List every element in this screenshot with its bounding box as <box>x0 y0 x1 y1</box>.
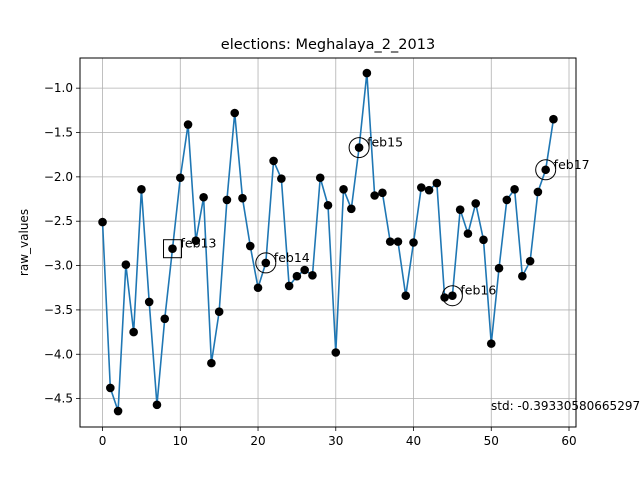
data-point <box>409 238 418 247</box>
data-point <box>191 236 201 246</box>
data-point <box>401 291 411 301</box>
axes-frame <box>79 57 577 428</box>
data-point <box>518 271 527 281</box>
data-point <box>129 327 138 337</box>
data-point <box>308 271 317 280</box>
annotation-label: feb15 <box>367 135 403 150</box>
data-point <box>362 68 372 78</box>
data-point <box>160 314 170 324</box>
y-tick-label: −4.0 <box>44 347 73 361</box>
y-axis: −4.5 −4.0 −3.5 −3.0 −2.5 −2.0 −1.5 −1.0 <box>44 81 80 406</box>
x-tick-label: 30 <box>328 434 343 448</box>
data-point <box>323 200 333 210</box>
data-point <box>222 195 232 205</box>
annotation-layer: feb13 feb14 feb15 feb16 feb17 <box>163 135 590 307</box>
data-point <box>393 237 403 246</box>
data-point <box>98 217 107 227</box>
data-point <box>207 358 216 368</box>
annotation-label: feb14 <box>274 250 310 265</box>
data-point <box>455 205 465 214</box>
y-tick-label: −4.5 <box>44 392 73 406</box>
x-tick-label: 60 <box>561 434 576 448</box>
x-tick-label: 10 <box>173 434 188 448</box>
data-point <box>113 406 123 416</box>
x-tick-label: 20 <box>250 434 265 448</box>
data-point <box>284 281 294 291</box>
data-point <box>440 293 449 302</box>
y-tick-label: −1.5 <box>44 126 73 140</box>
y-tick-label: −3.0 <box>44 259 73 273</box>
annotation-circle-marker <box>441 285 463 307</box>
data-point <box>502 195 512 205</box>
plot-area-border <box>79 57 577 428</box>
data-point <box>183 120 193 129</box>
y-tick-label: −3.5 <box>44 303 73 317</box>
y-tick-label: −2.0 <box>44 170 73 184</box>
annotation-circle-marker <box>348 137 370 159</box>
data-point <box>253 283 263 293</box>
annotation-square-marker <box>163 239 183 259</box>
data-point <box>424 185 434 195</box>
data-point <box>486 339 496 348</box>
data-point <box>463 229 473 238</box>
y-axis-label: raw_values <box>17 209 31 276</box>
x-tick-label: 40 <box>406 434 421 448</box>
data-point <box>347 204 356 214</box>
data-point <box>510 184 519 194</box>
annotation-circle-marker <box>535 159 557 181</box>
data-point <box>175 173 185 183</box>
data-point <box>214 307 224 316</box>
data-point <box>479 235 488 245</box>
data-point <box>315 173 325 183</box>
data-point <box>152 400 162 410</box>
y-tick-label: −2.5 <box>44 214 73 228</box>
data-point <box>168 244 177 254</box>
x-axis: 0 10 20 30 40 50 60 <box>99 427 577 448</box>
data-point <box>121 260 131 269</box>
data-point <box>269 156 278 166</box>
std-footnote: std: -0.39330580665297 <box>491 399 640 413</box>
data-point <box>277 174 286 183</box>
chart-title: elections: Meghalaya_2_2013 <box>221 37 435 53</box>
data-point <box>331 348 341 357</box>
data-point <box>339 184 348 194</box>
data-point <box>230 108 240 118</box>
data-point <box>354 143 364 152</box>
data-point <box>385 237 395 246</box>
data-point <box>292 271 302 281</box>
data-point <box>525 256 535 266</box>
data-point <box>471 199 481 208</box>
data-point <box>432 178 442 188</box>
data-point <box>541 165 550 175</box>
grid-lines <box>80 58 576 427</box>
data-point <box>378 188 387 198</box>
x-tick-label: 50 <box>484 434 499 448</box>
annotation-label: feb17 <box>554 157 590 172</box>
data-point <box>533 187 543 197</box>
annotation-label: feb16 <box>460 283 496 298</box>
data-point <box>106 383 115 393</box>
data-point <box>494 263 504 273</box>
data-point <box>300 265 309 275</box>
data-point <box>238 193 247 203</box>
data-point <box>137 184 146 194</box>
data-point <box>370 191 379 200</box>
data-point <box>144 297 154 307</box>
data-point <box>448 291 457 301</box>
data-point <box>549 114 558 124</box>
data-point <box>416 183 426 192</box>
data-point <box>199 192 208 202</box>
x-tick-label: 0 <box>99 434 107 448</box>
y-tick-label: −1.0 <box>44 81 73 95</box>
series-layer <box>98 68 558 416</box>
annotation-circle-marker <box>255 252 277 274</box>
annotation-label: feb13 <box>181 236 217 251</box>
data-point <box>245 241 255 251</box>
data-point <box>261 258 271 268</box>
